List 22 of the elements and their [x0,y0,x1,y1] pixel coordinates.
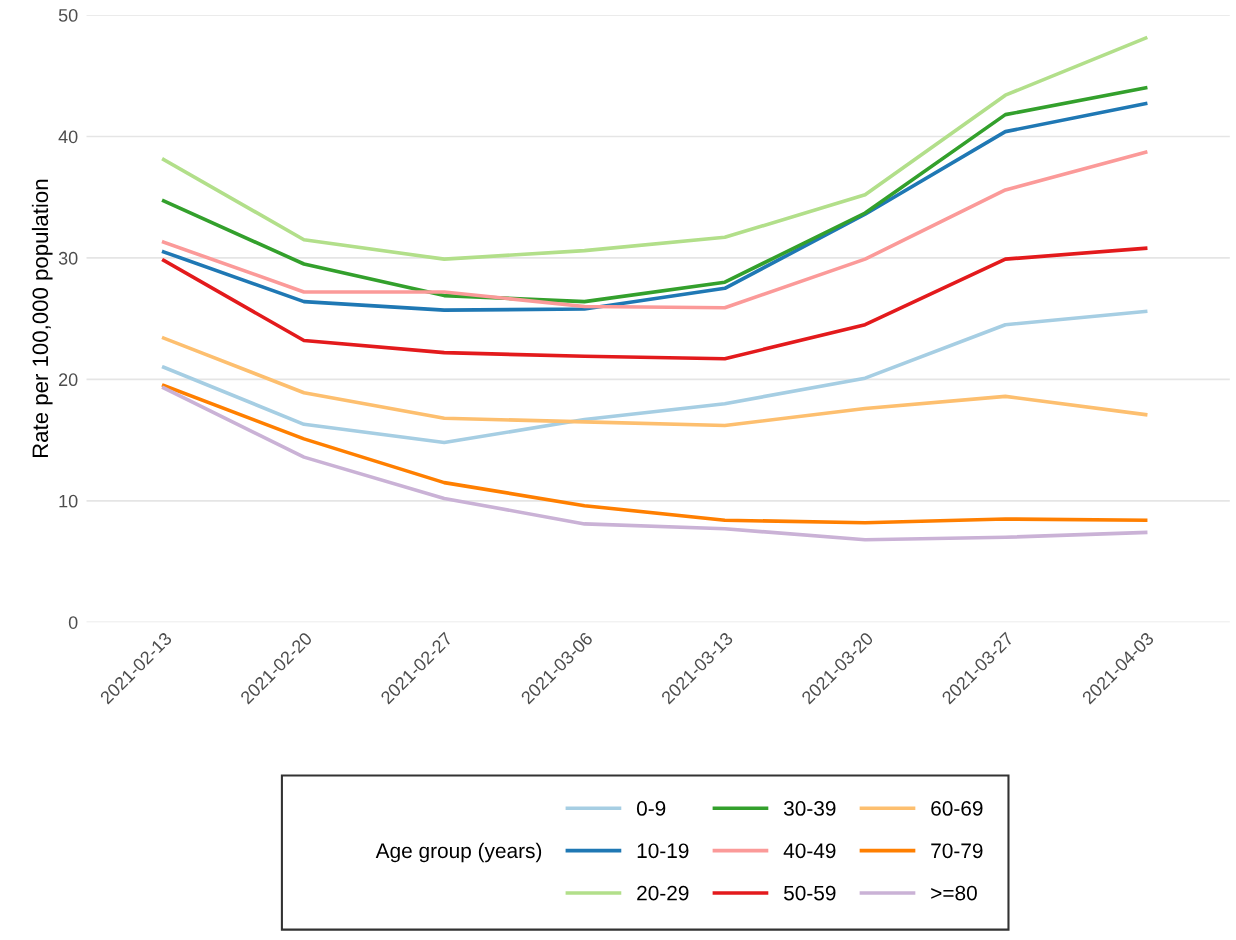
y-tick-label: 0 [68,616,78,629]
legend-label: 60-69 [931,801,983,816]
y-tick-label: 50 [58,8,78,22]
line-series [161,150,1148,310]
legend-label: 20-29 [637,885,689,901]
y-tick-label: 40 [58,130,78,144]
line-series [161,336,1148,428]
y-tick-label: 30 [58,251,78,265]
legend-label: 30-39 [783,801,836,816]
legend-title: Age group (years) [375,842,542,863]
line-series [161,36,1148,261]
legend-label: 40-49 [783,843,836,859]
y-axis-title: Rate per 100,000 population [31,179,53,458]
y-tick-label: 10 [59,494,78,508]
line-series [161,309,1148,445]
legend-label: 50-59 [784,885,836,901]
legend-label: 0-9 [636,801,666,816]
legend-label: >=80 [931,885,977,901]
legend-label: 70-79 [931,843,983,859]
line-series [161,246,1148,361]
y-tick-label: 20 [59,373,78,387]
legend-label: 10-19 [637,843,689,859]
